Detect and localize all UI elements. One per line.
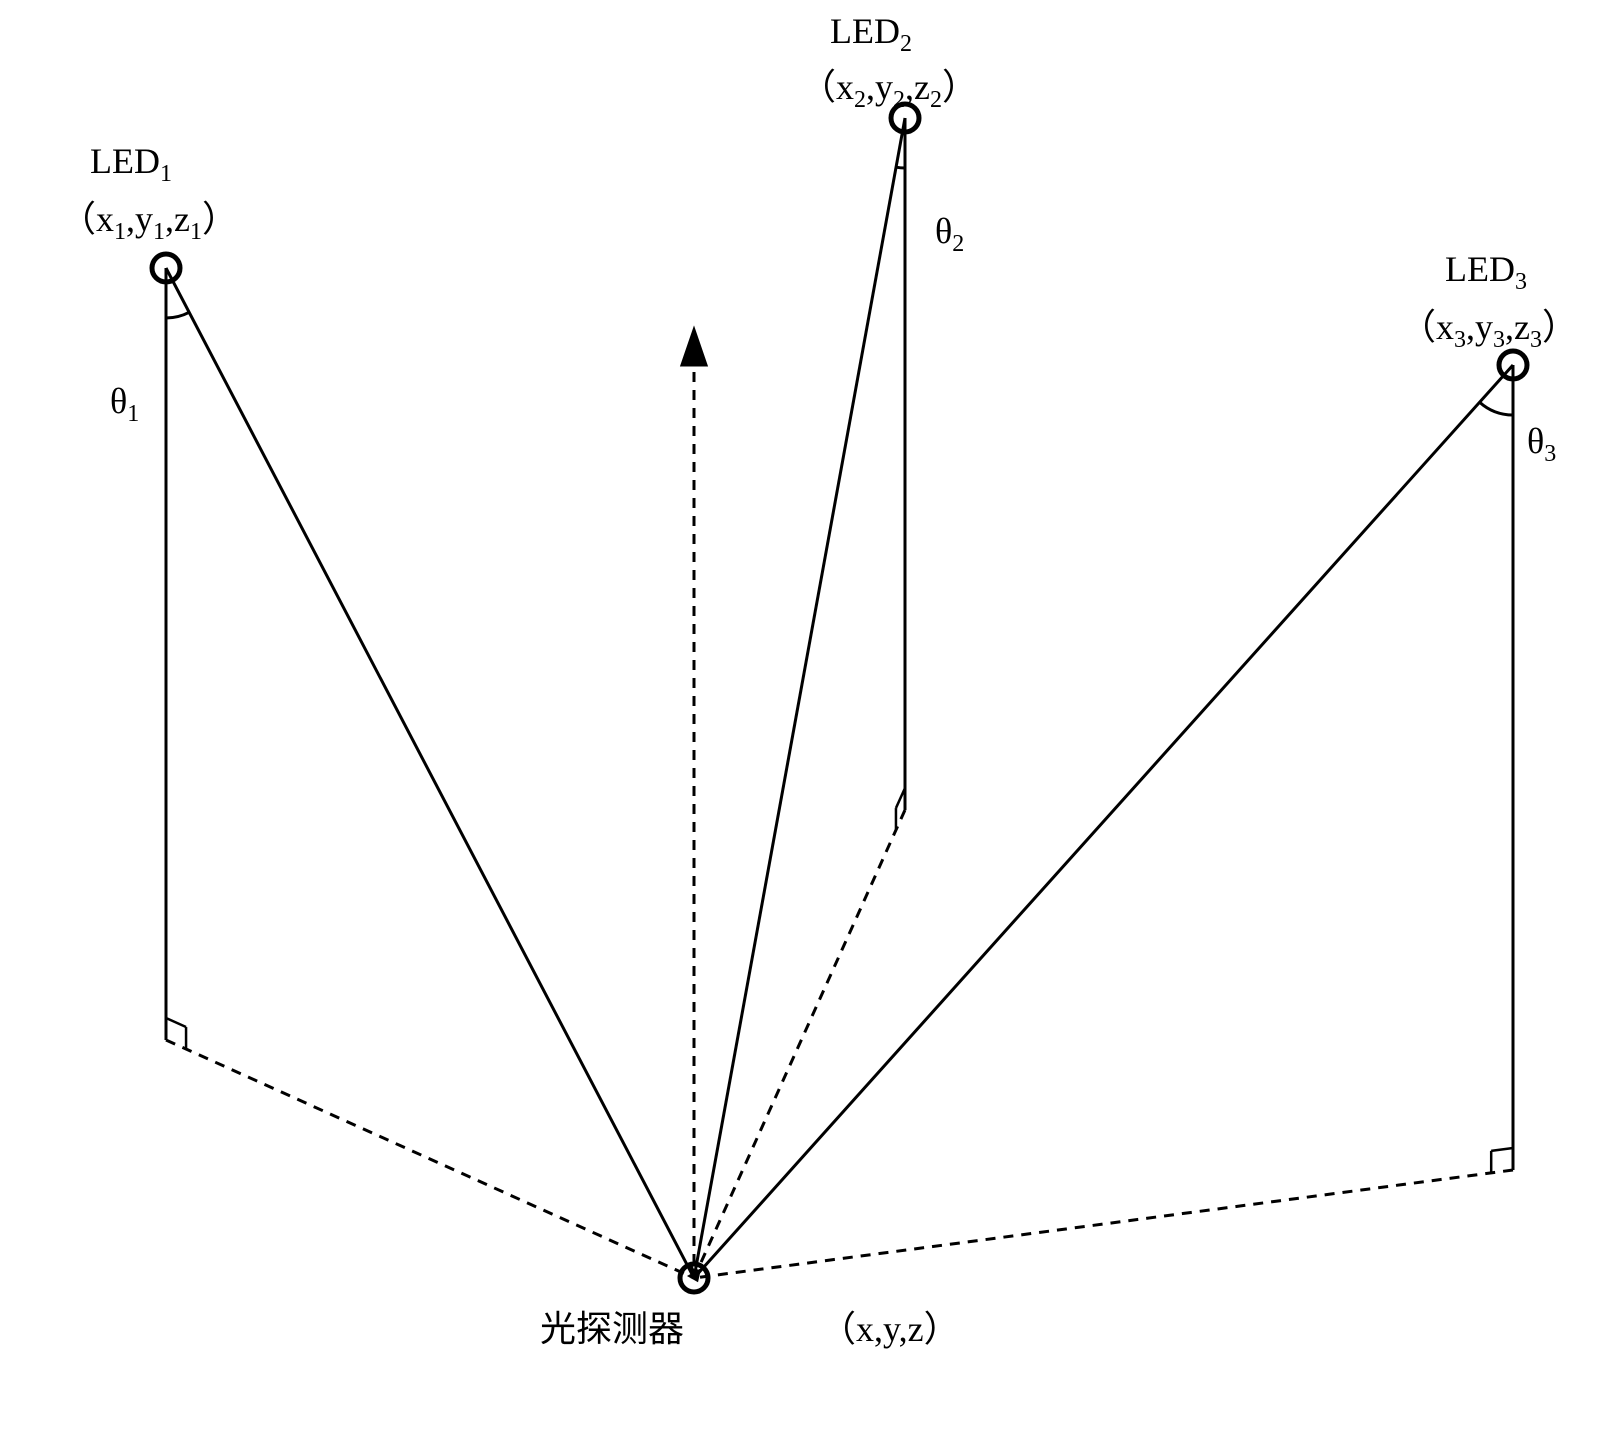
led1-coords: （x1,y1,z1） (60, 190, 238, 246)
led2-label: LED2 (830, 10, 912, 58)
led1-label: LED1 (90, 140, 172, 188)
led2-coords: （x2,y2,z2） (800, 58, 978, 114)
theta3-label: θ3 (1527, 420, 1556, 468)
diagram-svg (0, 0, 1624, 1432)
detector-coords: （x,y,z） (820, 1300, 960, 1352)
detector-label: 光探测器 (540, 1300, 684, 1352)
theta2-label: θ2 (935, 210, 964, 258)
led3-label: LED3 (1445, 248, 1527, 296)
theta1-label: θ1 (110, 380, 139, 428)
led3-coords: （x3,y3,z3） (1400, 298, 1578, 354)
